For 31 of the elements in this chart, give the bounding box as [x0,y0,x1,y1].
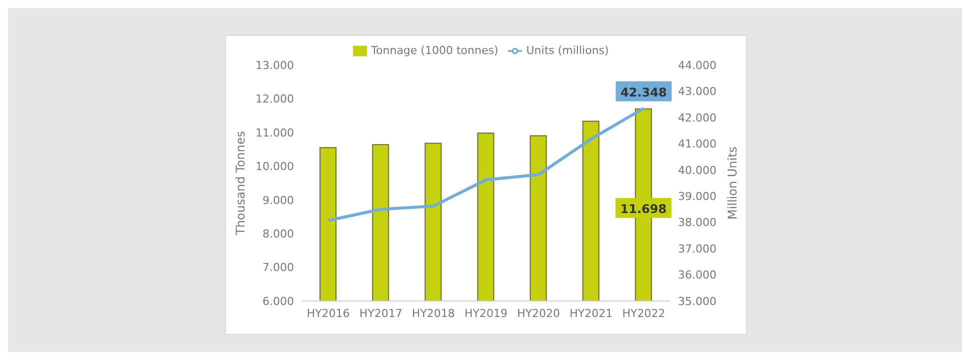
y-tick-label: 8.000 [262,227,294,240]
legend-label: Tonnage (1000 tonnes) [371,44,498,58]
y2-tick-label: 35.000 [678,294,716,308]
x-tick-label: HY2022 [622,306,666,320]
y-tick-label: 7.000 [262,261,294,274]
data-label: 42.348 [620,85,667,100]
y-tick-label: 6.000 [262,294,294,308]
y2-tick-label: 37.000 [678,242,716,256]
x-tick-label: HY2020 [517,306,560,320]
y-tick-label: 13.000 [256,58,294,72]
data-label: 11.698 [620,202,667,216]
x-tick-label: HY2018 [412,306,455,320]
legend-label: Units (millions) [526,44,609,58]
y-tick-label: 10.000 [256,160,294,174]
y2-tick-label: 42.000 [678,111,716,124]
y2-axis-title: Million Units [725,146,740,220]
y2-tick-label: 41.000 [678,138,716,151]
y2-tick-label: 40.000 [678,164,716,177]
y-tick-label: 12.000 [256,92,294,106]
x-tick-label: HY2016 [306,306,350,320]
x-tick-label: HY2021 [570,306,613,320]
x-tick-label: HY2019 [464,306,508,320]
y-tick-label: 11.000 [256,126,294,140]
y2-tick-label: 43.000 [678,85,716,98]
y-axis-title: Thousand Tonnes [233,130,248,236]
y2-tick-label: 38.000 [678,216,716,230]
y2-tick-label: 39.000 [678,190,716,204]
y-tick-label: 9.000 [262,194,294,207]
y2-tick-label: 36.000 [678,268,716,282]
y2-tick-label: 44.000 [678,58,716,72]
x-tick-label: HY2017 [359,306,402,320]
